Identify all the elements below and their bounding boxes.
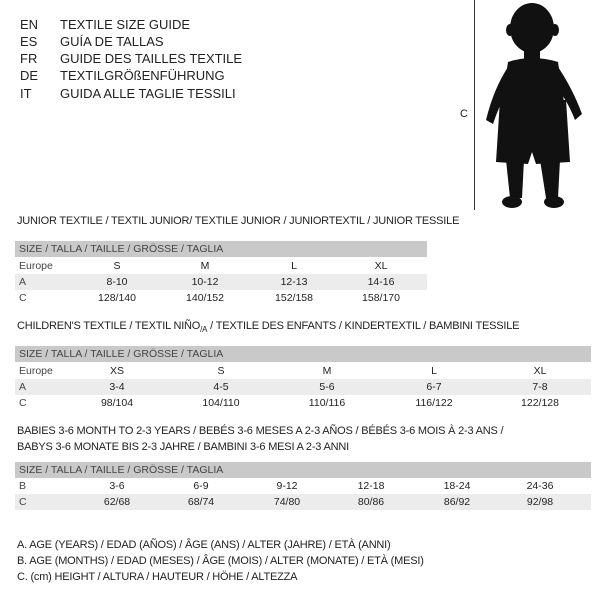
- table-cell: 24-36: [526, 480, 554, 492]
- table-cell: 18-24: [443, 480, 471, 492]
- lang-code: ES: [20, 34, 38, 49]
- table-row: B 3-6 6-9 9-12 12-18 18-24 24-36: [15, 478, 591, 494]
- table-cell: 8-10: [106, 276, 128, 288]
- height-line: [474, 0, 475, 210]
- lang-code: IT: [20, 86, 32, 101]
- child-silhouette-icon: [486, 3, 582, 208]
- table-row: C 98/104 104/110 110/116 116/122 122/128: [15, 395, 591, 411]
- table-cell: 122/128: [521, 397, 559, 409]
- table-cell: 6-9: [193, 480, 209, 492]
- title-text: CHILDREN'S TEXTILE / TEXTIL NIÑO: [17, 320, 201, 332]
- table-cell: S: [113, 260, 121, 272]
- row-label: C: [19, 292, 27, 304]
- table-cell: M: [200, 260, 210, 272]
- table-row: C 62/68 68/74 74/80 80/86 86/92 92/98: [15, 494, 591, 510]
- table-row: A 8-10 10-12 12-13 14-16: [15, 274, 427, 290]
- table-cell: L: [431, 365, 437, 377]
- row-label: B: [19, 480, 27, 492]
- row-label: C: [19, 397, 27, 409]
- table-cell: 62/68: [103, 496, 131, 508]
- table-cell: XL: [374, 260, 388, 272]
- legend-item: C. (cm) HEIGHT / ALTURA / HAUTEUR / HÖHE…: [17, 571, 298, 583]
- children-section-title: CHILDREN'S TEXTILE / TEXTIL NIÑO/A / TEX…: [17, 320, 519, 334]
- table-cell: XL: [533, 365, 547, 377]
- table-cell: 152/158: [275, 292, 313, 304]
- table-cell: 9-12: [276, 480, 298, 492]
- height-label: C: [460, 108, 468, 120]
- babies-section-title: BABIES 3-6 MONTH TO 2-3 YEARS / BEBÉS 3-…: [17, 425, 504, 437]
- table-cell: L: [291, 260, 297, 272]
- table-cell: 12-18: [357, 480, 385, 492]
- lang-code: EN: [20, 17, 39, 32]
- row-label: Europe: [19, 365, 53, 377]
- table-cell: 3-6: [109, 480, 125, 492]
- row-label: A: [19, 381, 27, 393]
- table-row: Europe XS S M L XL: [15, 363, 591, 379]
- table-cell: 92/98: [526, 496, 554, 508]
- lang-title: GUÍA DE TALLAS: [60, 34, 164, 49]
- lang-title: GUIDE DES TAILLES TEXTILE: [60, 51, 243, 66]
- table-cell: 140/152: [186, 292, 224, 304]
- table-cell: 68/74: [187, 496, 215, 508]
- table-cell: 74/80: [273, 496, 301, 508]
- table-cell: 98/104: [100, 397, 134, 409]
- babies-section-title: BABYS 3-6 MONATE BIS 2-3 JAHRE / BAMBINI…: [17, 441, 349, 453]
- table-row: Europe S M L XL: [15, 258, 427, 274]
- table-cell: 4-5: [213, 381, 229, 393]
- table-cell: 116/122: [415, 397, 453, 409]
- table-cell: 110/116: [308, 397, 346, 409]
- legend-item: A. AGE (YEARS) / EDAD (AÑOS) / ÂGE (ANS)…: [17, 539, 391, 551]
- table-cell: 128/140: [98, 292, 136, 304]
- table-header: SIZE / TALLA / TAILLE / GRÖSSE / TAGLIA: [15, 241, 427, 257]
- table-cell: 104/110: [202, 397, 240, 409]
- lang-title: TEXTILE SIZE GUIDE: [60, 17, 191, 32]
- junior-section-title: JUNIOR TEXTILE / TEXTIL JUNIOR/ TEXTILE …: [17, 215, 460, 227]
- table-cell: M: [322, 365, 332, 377]
- table-cell: S: [217, 365, 225, 377]
- lang-title: GUIDA ALLE TAGLIE TESSILI: [60, 86, 236, 101]
- row-label: C: [19, 496, 27, 508]
- table-cell: 6-7: [426, 381, 442, 393]
- legend-item: B. AGE (MONTHS) / EDAD (MESES) / ÂGE (MO…: [17, 555, 424, 567]
- table-cell: 14-16: [367, 276, 395, 288]
- table-header: SIZE / TALLA / TAILLE / GRÖSSE / TAGLIA: [15, 346, 591, 362]
- table-cell: 3-4: [109, 381, 125, 393]
- table-cell: 5-6: [319, 381, 335, 393]
- table-row: C 128/140 140/152 152/158 158/170: [15, 290, 427, 306]
- row-label: A: [19, 276, 27, 288]
- title-text: / TEXTILE DES ENFANTS / KINDERTEXTIL / B…: [207, 320, 520, 332]
- table-header: SIZE / TALLA / TAILLE / GRÖSSE / TAGLIA: [15, 462, 591, 478]
- table-row: A 3-4 4-5 5-6 6-7 7-8: [15, 379, 591, 395]
- table-cell: 10-12: [191, 276, 219, 288]
- table-cell: 86/92: [443, 496, 471, 508]
- lang-title: TEXTILGRÖßENFÜHRUNG: [60, 68, 225, 83]
- lang-code: DE: [20, 68, 39, 83]
- title-subscript: /A: [200, 325, 208, 335]
- lang-code: FR: [20, 51, 38, 66]
- table-cell: 158/170: [362, 292, 400, 304]
- table-cell: 7-8: [532, 381, 548, 393]
- table-cell: 12-13: [280, 276, 308, 288]
- table-cell: 80/86: [357, 496, 385, 508]
- table-cell: XS: [109, 365, 125, 377]
- row-label: Europe: [19, 260, 53, 272]
